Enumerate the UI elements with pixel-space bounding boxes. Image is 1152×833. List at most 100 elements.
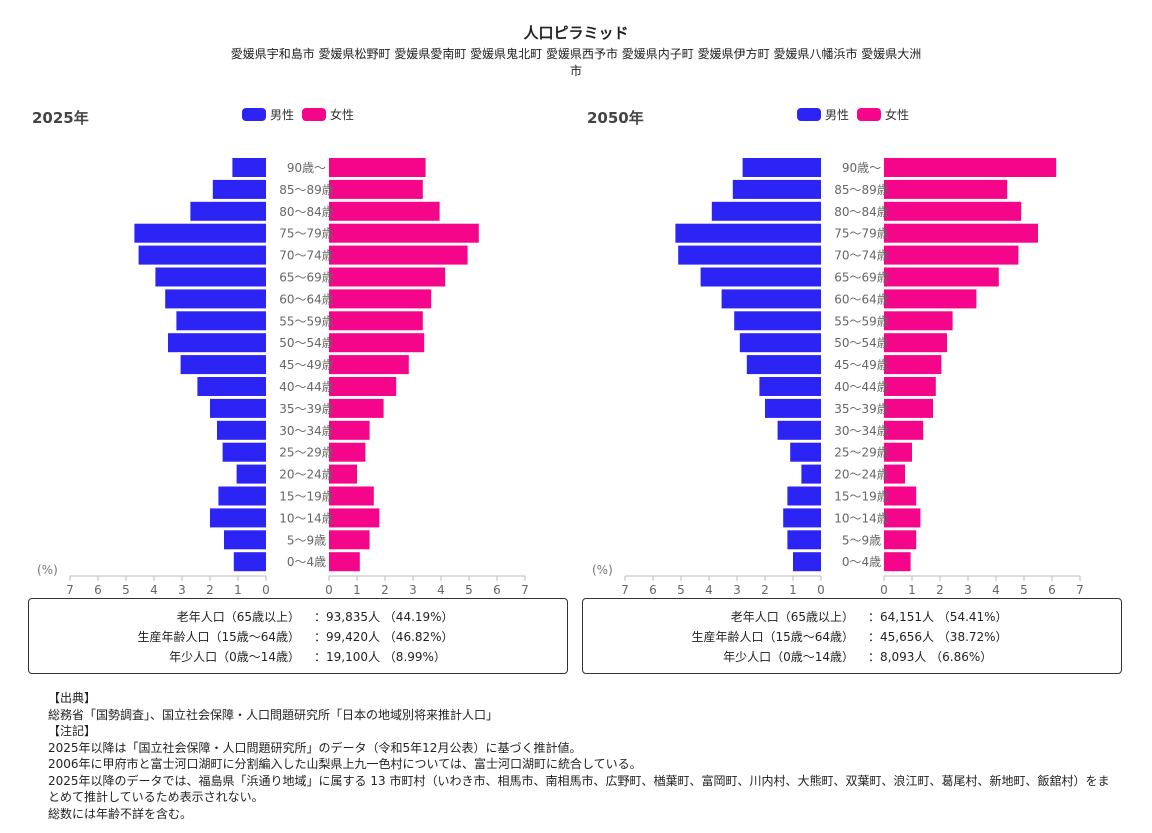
axis-unit-label: (%) <box>37 563 58 577</box>
male-bar[interactable] <box>165 289 266 309</box>
male-bar[interactable] <box>732 179 821 199</box>
x-tick-label: 5 <box>1020 583 1028 597</box>
male-bar[interactable] <box>678 245 821 265</box>
female-bar[interactable] <box>884 377 936 396</box>
x-tick-label: 0 <box>817 583 825 597</box>
female-bar[interactable] <box>884 530 917 550</box>
male-bar[interactable] <box>783 508 821 528</box>
pyramid-chart-2025: 90歳〜 85〜89歳 80〜84歳 75〜79歳 70〜74歳 65〜69歳 60〜64歳… <box>37 158 529 597</box>
legend-2050[interactable]: 男性 女性 <box>797 106 917 123</box>
male-bar[interactable] <box>739 333 821 353</box>
summary-value: ：19,100人 （8.99%） <box>314 650 446 664</box>
male-bar[interactable] <box>197 377 266 396</box>
female-bar[interactable] <box>329 267 446 287</box>
male-bar[interactable] <box>138 245 266 265</box>
male-bar[interactable] <box>180 355 266 375</box>
male-bar[interactable] <box>759 377 821 396</box>
female-bar[interactable] <box>329 245 468 265</box>
legend-item-female[interactable]: 女性 <box>857 106 909 123</box>
male-bar[interactable] <box>742 158 821 177</box>
female-bar[interactable] <box>329 464 357 484</box>
female-bar[interactable] <box>884 552 911 572</box>
male-bar[interactable] <box>801 464 821 484</box>
legend-item-male[interactable]: 男性 <box>242 106 294 123</box>
female-bar[interactable] <box>329 223 479 243</box>
x-tick-label: 4 <box>437 583 445 597</box>
male-bar[interactable] <box>233 552 266 572</box>
female-bar[interactable] <box>884 289 977 309</box>
legend-2025[interactable]: 男性 女性 <box>242 106 362 123</box>
male-bar[interactable] <box>190 201 266 221</box>
female-bar[interactable] <box>884 158 1057 177</box>
female-bar[interactable] <box>329 158 426 177</box>
x-tick-label: 4 <box>992 583 1000 597</box>
x-tick-label: 2 <box>381 583 389 597</box>
female-bar[interactable] <box>329 377 397 396</box>
female-bar[interactable] <box>329 508 380 528</box>
female-bar[interactable] <box>329 201 440 221</box>
female-bar[interactable] <box>884 201 1022 221</box>
male-bar[interactable] <box>711 201 821 221</box>
x-tick-label: 6 <box>493 583 501 597</box>
male-bar[interactable] <box>176 311 266 331</box>
male-bar[interactable] <box>222 442 266 462</box>
male-bar[interactable] <box>224 530 266 550</box>
female-bar[interactable] <box>884 464 905 484</box>
male-bar[interactable] <box>675 223 821 243</box>
female-bar[interactable] <box>884 311 953 331</box>
female-bar[interactable] <box>329 420 370 440</box>
female-bar[interactable] <box>884 420 924 440</box>
female-bar[interactable] <box>884 267 999 287</box>
male-bar[interactable] <box>787 530 821 550</box>
summary-row-working: 生産年齢人口（15歳〜64歳） ：99,420人 （46.82%） <box>29 627 567 647</box>
female-bar[interactable] <box>329 552 360 572</box>
female-bar[interactable] <box>329 289 432 309</box>
notes-source-heading: 【出典】 <box>48 691 97 705</box>
male-bar[interactable] <box>721 289 821 309</box>
legend-item-male[interactable]: 男性 <box>797 106 849 123</box>
male-bar[interactable] <box>168 333 266 353</box>
male-bar[interactable] <box>793 552 821 572</box>
legend-item-female[interactable]: 女性 <box>302 106 354 123</box>
female-bar[interactable] <box>884 486 917 506</box>
x-tick-label: 0 <box>325 583 333 597</box>
female-bar[interactable] <box>329 179 423 199</box>
female-bar[interactable] <box>329 486 374 506</box>
male-bar[interactable] <box>212 179 266 199</box>
male-bar[interactable] <box>134 223 266 243</box>
female-bar[interactable] <box>329 530 370 550</box>
age-category-label: 50〜54歳 <box>834 336 889 350</box>
age-category-label: 75〜79歳 <box>834 227 889 241</box>
female-bar[interactable] <box>884 355 942 375</box>
male-bar[interactable] <box>217 420 266 440</box>
female-bar[interactable] <box>884 508 921 528</box>
female-bar[interactable] <box>329 311 423 331</box>
female-bar[interactable] <box>329 398 384 418</box>
female-bar[interactable] <box>329 442 366 462</box>
male-bar[interactable] <box>777 420 821 440</box>
female-bar[interactable] <box>884 333 947 353</box>
age-category-label: 40〜44歳 <box>279 380 334 394</box>
female-bar[interactable] <box>329 333 425 353</box>
male-bar[interactable] <box>210 508 266 528</box>
male-bar[interactable] <box>790 442 821 462</box>
summary-row-youth: 年少人口（0歳〜14歳） ：19,100人 （8.99%） <box>29 647 567 667</box>
male-bar[interactable] <box>155 267 266 287</box>
female-bar[interactable] <box>884 245 1019 265</box>
male-bar[interactable] <box>700 267 821 287</box>
male-bar[interactable] <box>734 311 821 331</box>
male-bar[interactable] <box>232 158 266 177</box>
male-bar[interactable] <box>746 355 821 375</box>
female-bar[interactable] <box>884 398 933 418</box>
x-tick-label: 5 <box>122 583 130 597</box>
female-bar[interactable] <box>884 223 1038 243</box>
male-bar[interactable] <box>210 398 266 418</box>
male-bar[interactable] <box>787 486 821 506</box>
age-category-label: 20〜24歳 <box>834 468 889 482</box>
male-bar[interactable] <box>236 464 266 484</box>
female-bar[interactable] <box>329 355 409 375</box>
male-bar[interactable] <box>765 398 821 418</box>
male-bar[interactable] <box>218 486 266 506</box>
female-bar[interactable] <box>884 442 912 462</box>
female-bar[interactable] <box>884 179 1008 199</box>
